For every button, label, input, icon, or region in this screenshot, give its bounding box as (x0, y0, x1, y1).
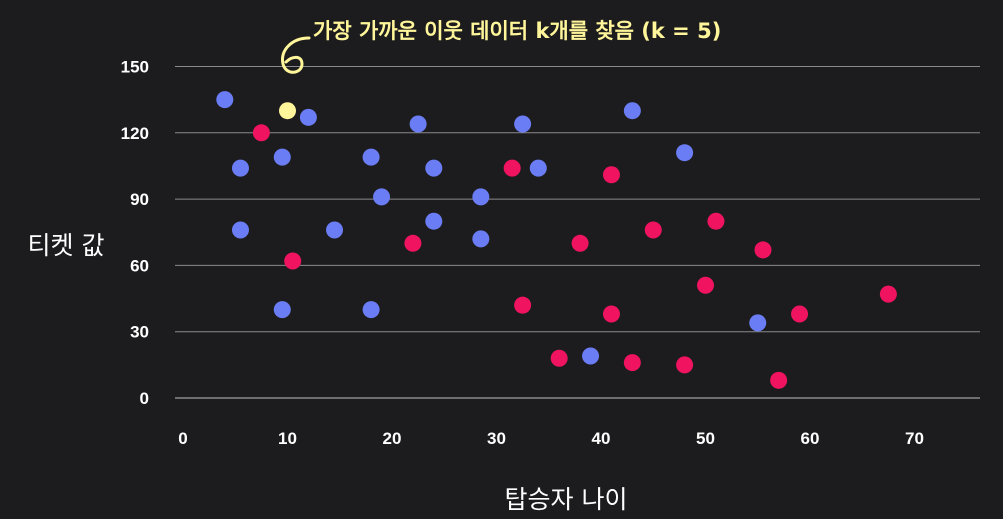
annotation-label: 가장 가까운 이웃 데이터 k개를 찾음 (k = 5) (313, 19, 721, 43)
data-point-red (879, 285, 897, 303)
data-point-blue (326, 221, 344, 239)
y-tick-label: 60 (130, 256, 149, 275)
x-tick-label: 10 (278, 429, 297, 448)
data-point-blue (582, 347, 600, 365)
data-point-blue (362, 148, 380, 166)
data-point-blue (425, 212, 443, 230)
data-point-blue (529, 159, 547, 177)
y-tick-labels: 0 30 60 90 120 150 (121, 58, 149, 409)
data-point-blue (425, 159, 443, 177)
data-point-red (602, 305, 620, 323)
data-points (216, 91, 897, 389)
y-axis-title: 티켓 값 (28, 231, 105, 260)
y-tick-label: 0 (140, 389, 149, 408)
data-point-red (676, 356, 694, 374)
x-tick-label: 60 (801, 429, 820, 448)
data-point-blue (472, 188, 490, 206)
data-point-blue (472, 230, 490, 248)
x-tick-labels: 0 10 20 30 40 50 60 70 (178, 429, 924, 448)
data-point-red (770, 371, 788, 389)
data-point-red (644, 221, 662, 239)
y-tick-label: 150 (121, 58, 149, 77)
data-point-blue (273, 148, 291, 166)
data-point-red (623, 354, 641, 372)
data-point-blue (373, 188, 391, 206)
y-tick-label: 120 (121, 124, 149, 143)
data-point-blue (273, 301, 291, 319)
data-point-red (791, 305, 809, 323)
data-point-blue (623, 102, 641, 120)
x-tick-label: 50 (696, 429, 715, 448)
data-point-blue (362, 301, 380, 319)
y-tick-label: 30 (130, 323, 149, 342)
data-point-red (284, 252, 302, 270)
data-point-red (697, 276, 714, 294)
y-tick-label: 90 (130, 190, 149, 209)
x-tick-label: 30 (487, 429, 506, 448)
x-tick-label: 70 (905, 429, 924, 448)
grid-lines (175, 66, 980, 399)
data-point-red (550, 349, 568, 367)
data-point-red (252, 124, 270, 142)
data-point-blue (409, 115, 427, 133)
data-point-red (602, 166, 620, 184)
data-point-highlight (279, 102, 296, 120)
data-point-red (503, 159, 521, 177)
data-point-red (571, 234, 589, 252)
data-point-red (754, 241, 772, 259)
annotation-arrow (281, 36, 311, 74)
data-point-blue (514, 115, 532, 133)
data-point-red (707, 212, 725, 230)
data-point-red (514, 296, 532, 314)
data-point-blue (231, 221, 249, 239)
x-tick-label: 40 (592, 429, 611, 448)
data-point-blue (676, 144, 694, 162)
data-point-red (404, 234, 422, 252)
data-point-blue (216, 91, 234, 109)
data-point-blue (231, 159, 249, 177)
data-point-blue (749, 314, 767, 332)
x-axis-title: 탑승자 나이 (505, 485, 628, 514)
x-tick-label: 20 (383, 429, 402, 448)
data-point-blue (299, 108, 317, 126)
x-tick-label: 0 (178, 429, 187, 448)
